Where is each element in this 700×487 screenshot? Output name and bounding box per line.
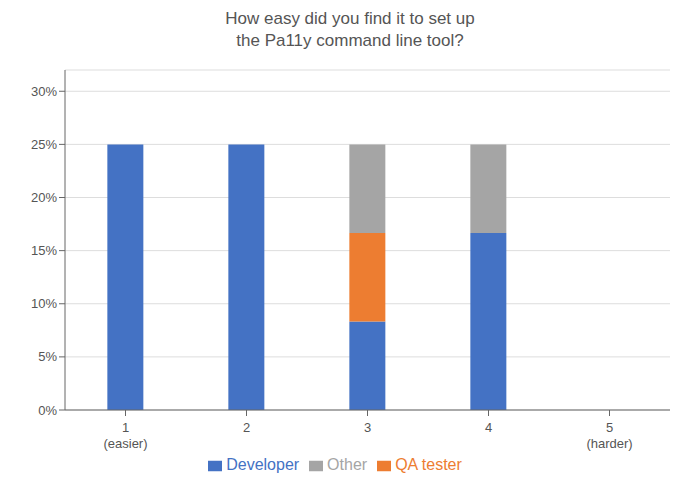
html-text:the Pa11y command line tool?: the Pa11y command line tool? (236, 31, 464, 50)
svg-text:15%: 15% (31, 243, 57, 258)
svg-text:1(easier): 1(easier) (103, 420, 147, 451)
svg-text:3: 3 (364, 420, 371, 435)
html-text:QA tester: QA tester (395, 456, 462, 473)
html-text:Developer: Developer (226, 456, 300, 473)
svg-text:20%: 20% (31, 190, 57, 205)
svg-text:4: 4 (485, 420, 492, 435)
svg-text:10%: 10% (31, 296, 57, 311)
svg-text:25%: 25% (31, 137, 57, 152)
svg-text:0%: 0% (38, 403, 57, 418)
svg-text:5(harder): 5(harder) (586, 420, 632, 451)
svg-text:5%: 5% (38, 349, 57, 364)
svg-text:2: 2 (243, 420, 250, 435)
svg-text:30%: 30% (31, 84, 57, 99)
html-text:How easy did you find it to se: How easy did you find it to set up (225, 9, 475, 28)
html-text:Other: Other (327, 456, 368, 473)
